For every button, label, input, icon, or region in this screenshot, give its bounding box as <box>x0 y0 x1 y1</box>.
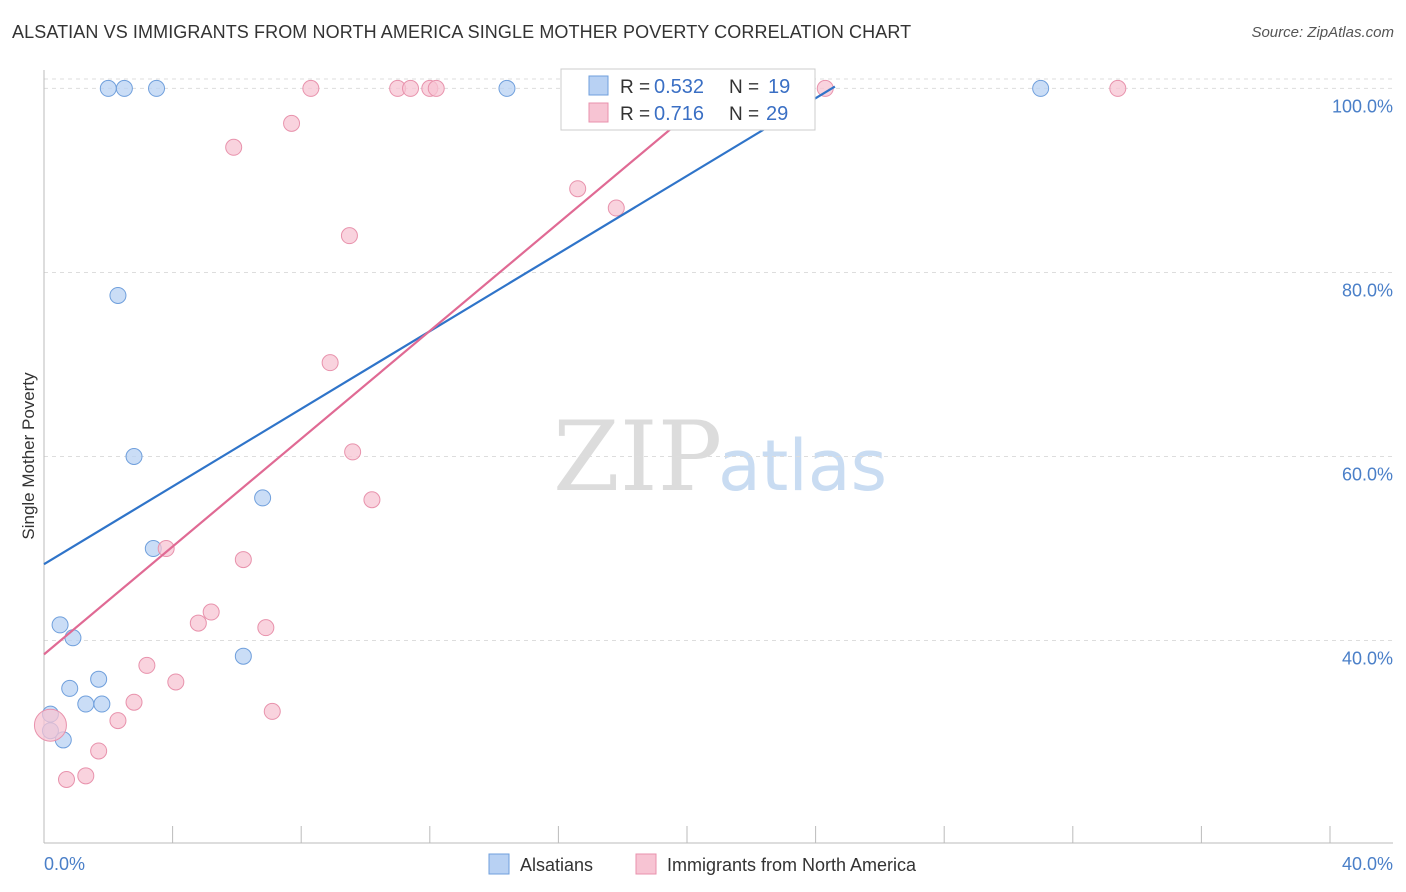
alsatians-point-9 <box>51 616 69 634</box>
immigrants-point-26 <box>90 742 108 760</box>
stats-r-label-alsatians: R = <box>620 77 650 98</box>
immigrants-point-4 <box>427 79 445 97</box>
alsatians-point-12 <box>90 670 108 688</box>
stats-n-label-immigrants: N = <box>729 104 759 125</box>
immigrants-point-6 <box>1109 79 1127 97</box>
immigrants-point-27 <box>77 767 95 785</box>
alsatians-point-14 <box>77 695 95 713</box>
immigrants-point-0 <box>302 79 320 97</box>
stats-r-value-alsatians: 0.532 <box>654 76 704 98</box>
alsatians-point-10 <box>64 629 82 647</box>
y-tick-label-2: 80.0% <box>1342 280 1393 300</box>
y-tick-label-1: 60.0% <box>1342 465 1393 485</box>
stats-n-value-immigrants: 29 <box>766 103 788 125</box>
x-axis-ticks <box>43 826 1331 843</box>
alsatians-point-4 <box>1032 79 1050 97</box>
watermark-atlas: atlas <box>718 425 887 507</box>
y-tick-label-0: 40.0% <box>1342 649 1393 669</box>
alsatians-point-0 <box>99 79 117 97</box>
stats-n-value-alsatians: 19 <box>768 76 790 98</box>
legend-label-alsatians: Alsatians <box>520 855 593 875</box>
chart-title: ALSATIAN VS IMMIGRANTS FROM NORTH AMERIC… <box>12 22 912 42</box>
immigrants-point-11 <box>340 227 358 245</box>
immigrants-point-7 <box>283 114 301 132</box>
stats-r-label-immigrants: R = <box>620 104 650 125</box>
stats-swatch-immigrants <box>588 102 609 123</box>
immigrants-point-10 <box>607 199 625 217</box>
stats-r-value-immigrants: 0.716 <box>654 103 704 125</box>
alsatians-point-11 <box>234 647 252 665</box>
x-tick-label-0: 0.0% <box>44 854 85 874</box>
immigrants-point-23 <box>263 702 281 720</box>
immigrants-point-20 <box>138 656 156 674</box>
x-axis-tick-labels: 0.0% 40.0% <box>44 854 1393 874</box>
alsatians-point-13 <box>61 679 79 697</box>
stats-swatch-alsatians <box>588 75 609 96</box>
data-points <box>33 79 1127 789</box>
immigrants-point-17 <box>202 603 220 621</box>
immigrants-point-2 <box>402 79 420 97</box>
immigrants-point-14 <box>363 491 381 509</box>
legend-label-immigrants: Immigrants from North America <box>667 855 917 875</box>
alsatians-point-5 <box>109 286 127 304</box>
stats-legend: R = 0.532 N = 19 R = 0.716 N = 29 <box>560 68 816 131</box>
immigrants-trend-line <box>43 87 720 656</box>
immigrants-point-18 <box>189 614 207 632</box>
y-axis-title: Single Mother Poverty <box>19 372 38 540</box>
immigrants-point-24 <box>109 712 127 730</box>
stats-n-label-alsatians: N = <box>729 77 759 98</box>
alsatians-point-1 <box>115 79 133 97</box>
immigrants-point-15 <box>157 540 175 558</box>
source-label: Source: ZipAtlas.com <box>1251 24 1394 41</box>
alsatians-point-7 <box>254 489 272 507</box>
legend-swatch-alsatians <box>488 853 510 875</box>
immigrants-point-8 <box>225 138 243 156</box>
immigrants-point-19 <box>257 619 275 637</box>
alsatians-point-15 <box>93 695 111 713</box>
immigrants-point-12 <box>321 354 339 372</box>
immigrants-point-22 <box>125 693 143 711</box>
x-tick-label-1: 40.0% <box>1342 854 1393 874</box>
legend-swatch-immigrants <box>635 853 657 875</box>
y-tick-label-3: 100.0% <box>1332 96 1393 116</box>
alsatians-point-2 <box>148 79 166 97</box>
immigrants-point-16 <box>234 551 252 569</box>
immigrants-point-28 <box>58 771 76 789</box>
alsatians-point-3 <box>498 79 516 97</box>
y-axis-tick-labels: 40.0% 60.0% 80.0% 100.0% <box>1332 96 1393 668</box>
immigrants-point-25 <box>33 708 67 742</box>
immigrants-point-9 <box>569 180 587 198</box>
alsatians-point-6 <box>125 448 143 465</box>
immigrants-point-21 <box>167 673 185 691</box>
alsatians-trend-line <box>43 85 836 566</box>
immigrants-point-13 <box>344 443 362 461</box>
trend-lines <box>43 85 836 656</box>
series-legend: Alsatians Immigrants from North America <box>488 853 917 875</box>
